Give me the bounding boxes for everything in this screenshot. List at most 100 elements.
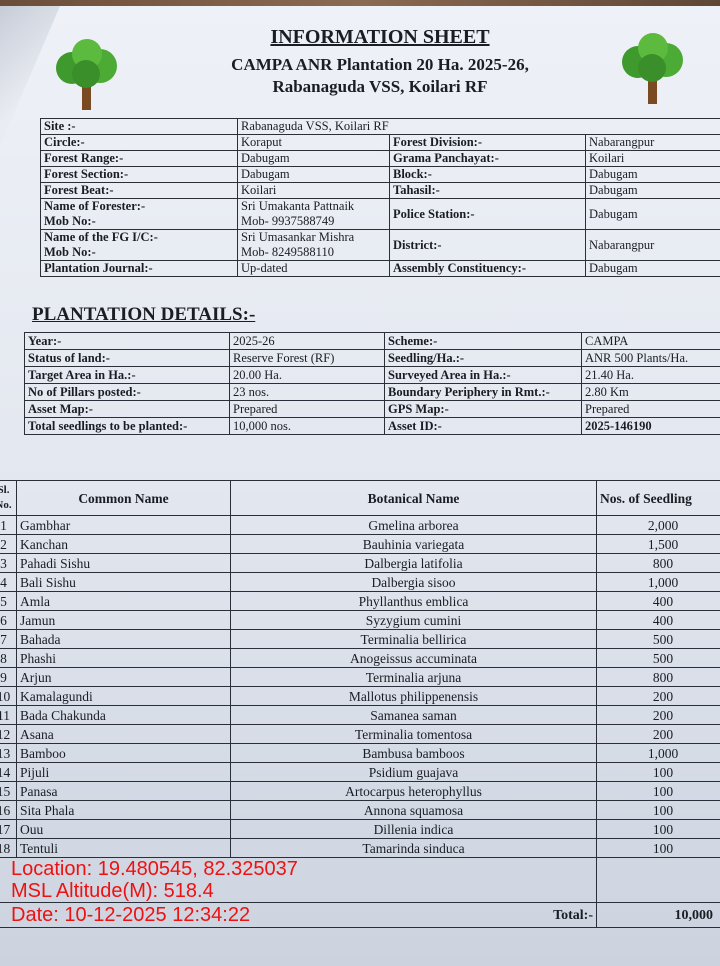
- seedling-count: 500: [597, 630, 720, 649]
- total-label-cell: Date: 10-12-2025 12:34:22 Total:-: [0, 903, 597, 928]
- field-value: Koraput: [238, 135, 390, 151]
- seedling-count: 200: [597, 687, 720, 706]
- sl-no: 11: [0, 706, 17, 725]
- common-name: Bali Sishu: [17, 573, 231, 592]
- common-name: Tentuli: [17, 839, 231, 858]
- botanical-name: Syzygium cumini: [231, 611, 597, 630]
- field-value: ANR 500 Plants/Ha.: [582, 350, 720, 367]
- sheet-subtitle-1: CAMPA ANR Plantation 20 Ha. 2025-26,: [0, 55, 720, 75]
- sl-no: 2: [0, 535, 17, 554]
- field-value: Dabugam: [586, 183, 720, 199]
- botanical-name: Phyllanthus emblica: [231, 592, 597, 611]
- sl-no: 7: [0, 630, 17, 649]
- botanical-name: Samanea saman: [231, 706, 597, 725]
- gps-date: Date: 10-12-2025 12:34:22: [11, 904, 250, 926]
- total-label: Total:-: [553, 908, 593, 923]
- seedling-count: 100: [597, 820, 720, 839]
- table-row: Total seedlings to be planted:-10,000 no…: [25, 418, 720, 435]
- field-label: Forest Beat:-: [41, 183, 238, 199]
- seedling-count: 100: [597, 782, 720, 801]
- total-wrap: Date: 10-12-2025 12:34:22 Total:-: [11, 904, 593, 926]
- site-label: Site :-: [41, 119, 238, 135]
- common-name: Jamun: [17, 611, 231, 630]
- field-value: 21.40 Ha.: [582, 367, 720, 384]
- sl-no: 18: [0, 839, 17, 858]
- blank-cell: [597, 858, 720, 903]
- field-value: 2.80 Km: [582, 384, 720, 401]
- sl-no: 3: [0, 554, 17, 573]
- field-label: Assembly Constituency:-: [390, 261, 586, 277]
- table-row: Site :- Rabanaguda VSS, Koilari RF: [41, 119, 720, 135]
- field-label-line: Mob No:-: [44, 214, 234, 229]
- common-name: Asana: [17, 725, 231, 744]
- field-value: 2025-26: [230, 333, 385, 350]
- table-row: Name of the FG I/C:-Mob No:-Sri Umasanka…: [41, 230, 720, 261]
- sheet-title: INFORMATION SHEET: [0, 26, 720, 49]
- field-label: Total seedlings to be planted:-: [25, 418, 230, 435]
- field-label: Name of Forester:-Mob No:-: [41, 199, 238, 230]
- common-name: Bamboo: [17, 744, 231, 763]
- field-value: Koilari: [586, 151, 720, 167]
- table-row: Name of Forester:-Mob No:-Sri Umakanta P…: [41, 199, 720, 230]
- field-value: Dabugam: [238, 167, 390, 183]
- common-name: Ouu: [17, 820, 231, 839]
- species-table: Sl. No. Common Name Botanical Name Nos. …: [0, 480, 720, 928]
- common-name: Phashi: [17, 649, 231, 668]
- field-value: 10,000 nos.: [230, 418, 385, 435]
- botanical-name: Anogeissus accuminata: [231, 649, 597, 668]
- sheet-header: INFORMATION SHEET CAMPA ANR Plantation 2…: [0, 26, 720, 97]
- field-value: Dabugam: [238, 151, 390, 167]
- gps-altitude: MSL Altitude(M): 518.4: [11, 880, 593, 902]
- total-value: 10,000: [597, 903, 720, 928]
- sl-no: 9: [0, 668, 17, 687]
- field-value-line: Mob- 8249588110: [241, 245, 386, 260]
- common-name: Gambhar: [17, 516, 231, 535]
- total-row: Date: 10-12-2025 12:34:22 Total:- 10,000: [0, 903, 720, 928]
- header-sl-no: Sl. No.: [0, 481, 17, 516]
- table-row: Status of land:-Reserve Forest (RF)Seedl…: [25, 350, 720, 367]
- field-value: Prepared: [230, 401, 385, 418]
- common-name: Bahada: [17, 630, 231, 649]
- table-row: Target Area in Ha.:-20.00 Ha.Surveyed Ar…: [25, 367, 720, 384]
- field-label-line: Name of the FG I/C:-: [44, 230, 234, 245]
- gps-overlay: Location: 19.480545, 82.325037 MSL Altit…: [0, 858, 597, 903]
- field-value: CAMPA: [582, 333, 720, 350]
- field-label: Police Station:-: [390, 199, 586, 230]
- seedling-count: 400: [597, 611, 720, 630]
- seedling-count: 1,000: [597, 573, 720, 592]
- sl-no: 13: [0, 744, 17, 763]
- field-value: Nabarangpur: [586, 230, 720, 261]
- field-label: Plantation Journal:-: [41, 261, 238, 277]
- botanical-name: Annona squamosa: [231, 801, 597, 820]
- botanical-name: Dalbergia sisoo: [231, 573, 597, 592]
- botanical-name: Psidium guajava: [231, 763, 597, 782]
- common-name: Sita Phala: [17, 801, 231, 820]
- field-value: Dabugam: [586, 167, 720, 183]
- field-value: Dabugam: [586, 261, 720, 277]
- header-botanical-name: Botanical Name: [231, 481, 597, 516]
- field-label: Grama Panchayat:-: [390, 151, 586, 167]
- site-info-table: Site :- Rabanaguda VSS, Koilari RF Circl…: [40, 118, 720, 277]
- field-value-line: Mob- 9937588749: [241, 214, 386, 229]
- sl-no: 16: [0, 801, 17, 820]
- sl-no: 1: [0, 516, 17, 535]
- field-label: Name of the FG I/C:-Mob No:-: [41, 230, 238, 261]
- common-name: Amla: [17, 592, 231, 611]
- field-label: No of Pillars posted:-: [25, 384, 230, 401]
- field-label-line: Mob No:-: [44, 245, 234, 260]
- field-label: Seedling/Ha.:-: [385, 350, 582, 367]
- field-label: Boundary Periphery in Rmt.:-: [385, 384, 582, 401]
